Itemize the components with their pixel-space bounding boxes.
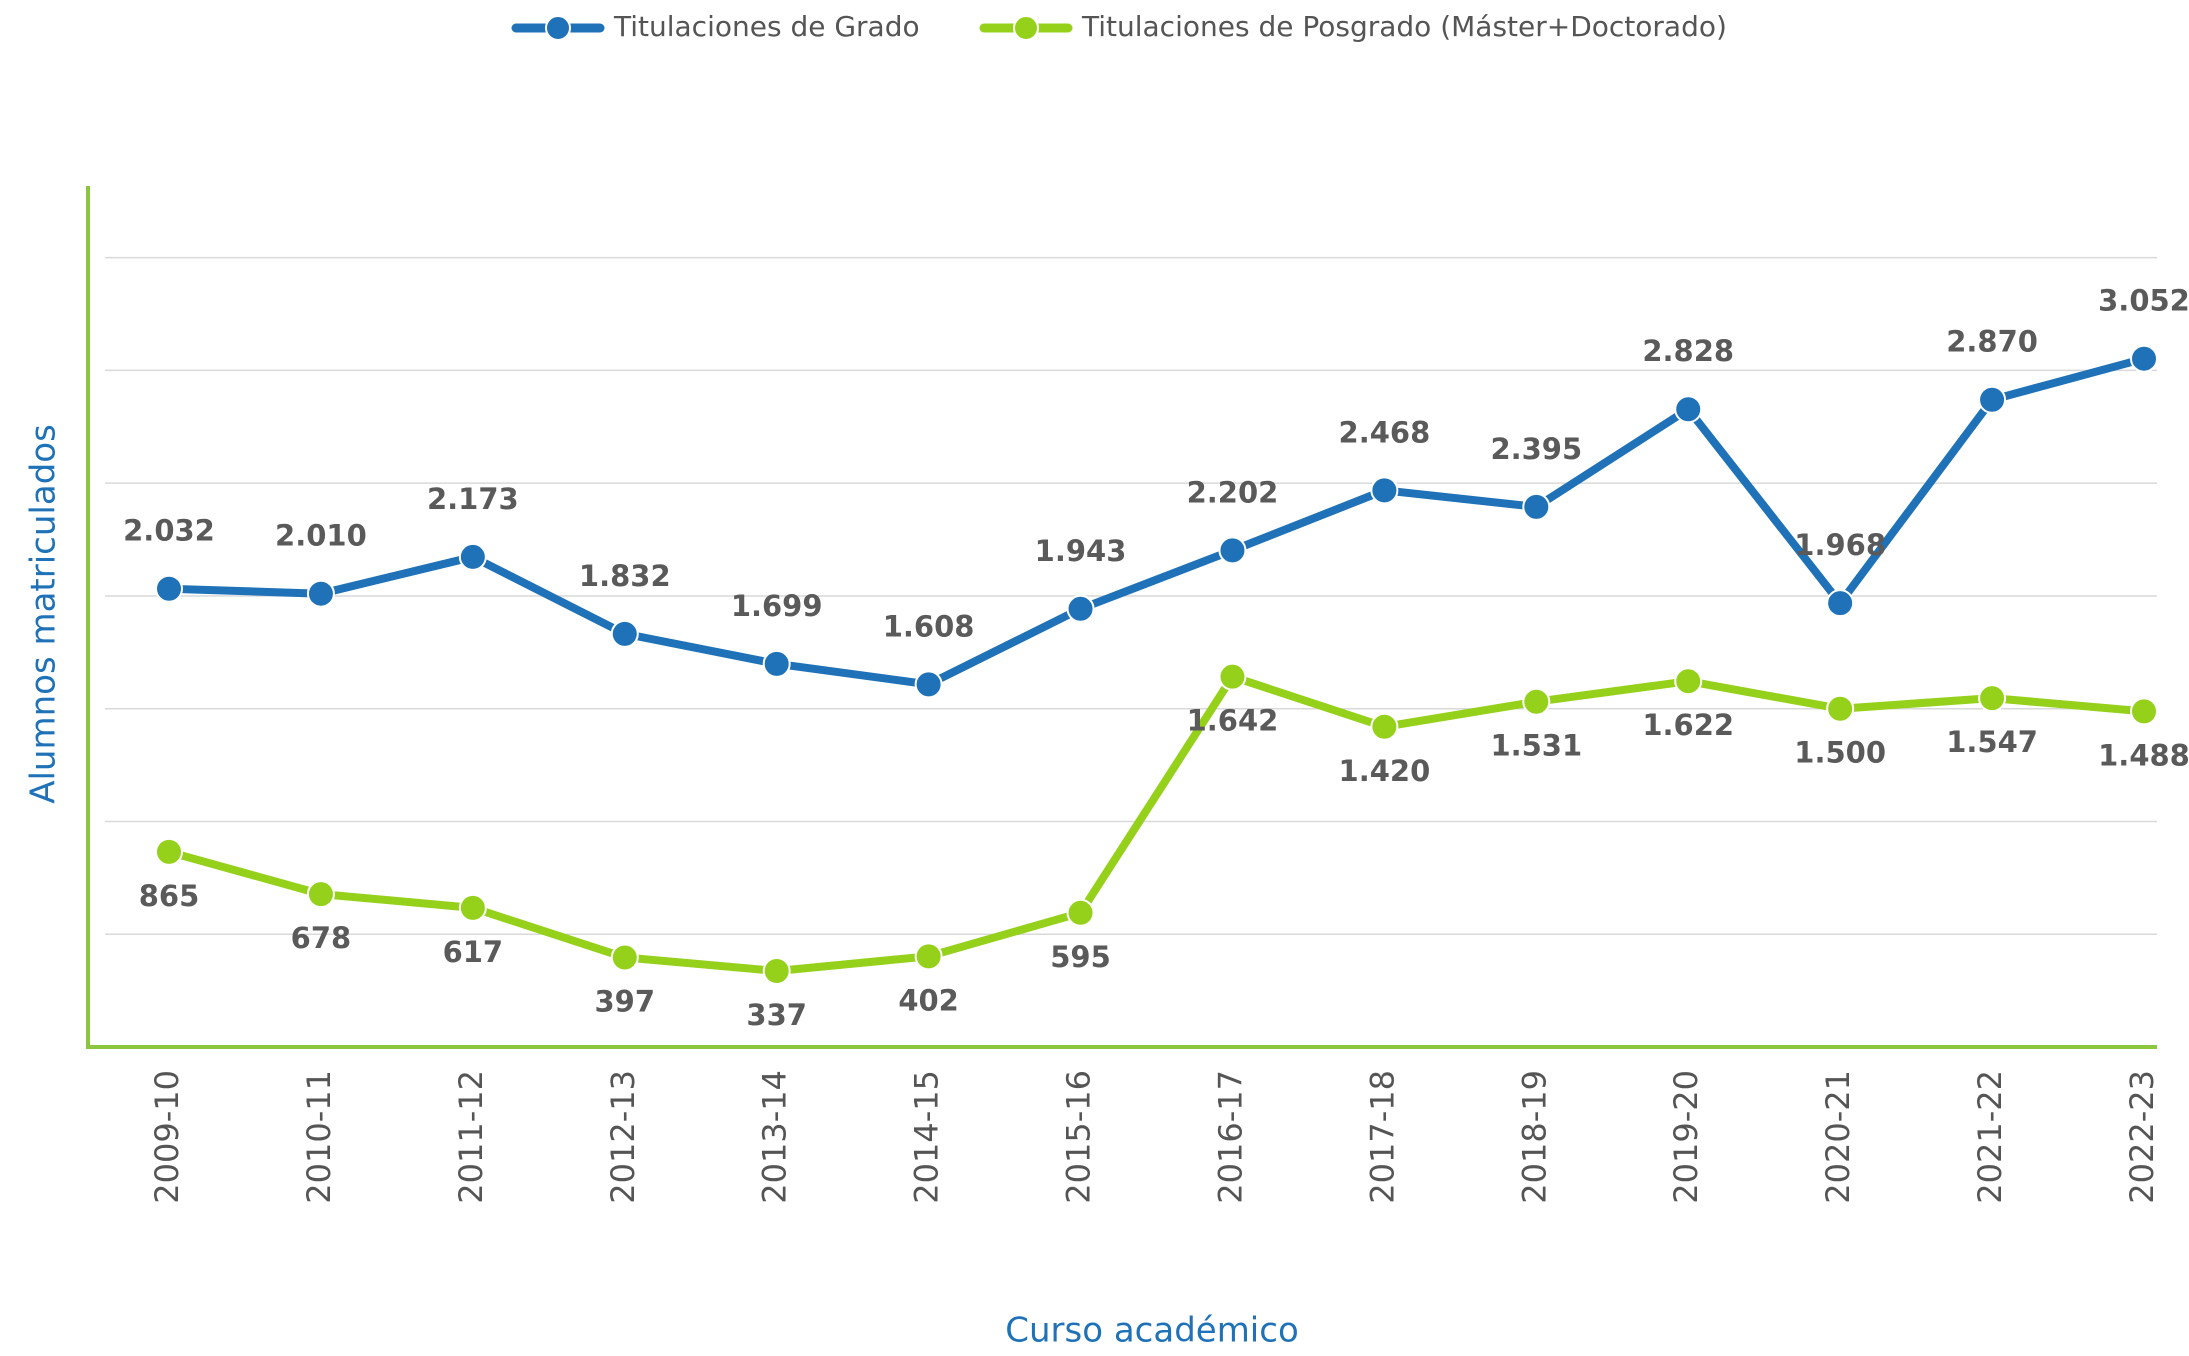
data-label: 1.622 bbox=[1642, 708, 1734, 742]
data-point bbox=[1370, 476, 1399, 505]
data-point bbox=[914, 942, 943, 971]
data-point bbox=[458, 542, 487, 571]
data-label: 678 bbox=[291, 921, 352, 955]
data-label: 2.173 bbox=[427, 482, 519, 516]
x-tick-label: 2010-11 bbox=[300, 1070, 338, 1204]
data-point bbox=[762, 956, 791, 985]
data-label: 2.468 bbox=[1339, 415, 1431, 449]
data-label: 337 bbox=[746, 998, 807, 1032]
data-point bbox=[1978, 684, 2007, 713]
data-point bbox=[1370, 712, 1399, 741]
data-label: 402 bbox=[898, 983, 959, 1017]
data-point bbox=[1978, 385, 2007, 414]
legend-label: Titulaciones de Grado bbox=[613, 10, 920, 43]
data-point bbox=[1826, 694, 1855, 723]
legend-marker bbox=[545, 15, 571, 41]
x-tick-label: 2022-23 bbox=[2123, 1070, 2161, 1204]
data-label: 595 bbox=[1050, 940, 1111, 974]
data-label: 1.943 bbox=[1035, 534, 1127, 568]
data-label: 2.828 bbox=[1642, 334, 1734, 368]
data-point bbox=[914, 670, 943, 699]
x-tick-label: 2020-21 bbox=[1819, 1070, 1857, 1204]
data-label: 865 bbox=[139, 879, 200, 913]
data-label: 2.395 bbox=[1490, 432, 1582, 466]
data-point bbox=[1066, 594, 1095, 623]
data-point bbox=[610, 619, 639, 648]
x-tick-label: 2019-20 bbox=[1667, 1070, 1705, 1204]
data-label: 1.488 bbox=[2098, 738, 2189, 772]
data-point bbox=[1674, 395, 1703, 424]
x-axis-title: Curso académico bbox=[1005, 1311, 1299, 1351]
data-point bbox=[155, 574, 183, 603]
data-point bbox=[1826, 589, 1855, 618]
x-tick-label: 2015-16 bbox=[1060, 1070, 1098, 1204]
data-label: 1.832 bbox=[579, 559, 671, 593]
x-tick-label: 2017-18 bbox=[1363, 1070, 1401, 1204]
data-point bbox=[306, 579, 335, 608]
x-tick-label: 2016-17 bbox=[1211, 1070, 1249, 1204]
x-tick-label: 2018-19 bbox=[1515, 1070, 1553, 1204]
data-point bbox=[1522, 492, 1551, 521]
data-point bbox=[155, 837, 183, 866]
data-point bbox=[2130, 697, 2158, 726]
data-label: 1.608 bbox=[883, 609, 975, 643]
x-tick-label: 2014-15 bbox=[908, 1070, 946, 1204]
data-label: 617 bbox=[443, 935, 504, 969]
data-point bbox=[610, 943, 639, 972]
data-label: 1.699 bbox=[731, 589, 823, 623]
series-line bbox=[167, 672, 2145, 975]
x-tick-label: 2013-14 bbox=[756, 1070, 794, 1204]
data-label: 3.052 bbox=[2098, 284, 2189, 318]
data-point bbox=[458, 893, 487, 922]
data-label: 2.032 bbox=[123, 514, 215, 548]
data-point bbox=[1674, 667, 1703, 696]
data-point bbox=[306, 880, 335, 909]
data-label: 1.531 bbox=[1490, 729, 1582, 763]
data-label: 1.420 bbox=[1339, 754, 1431, 788]
data-point bbox=[1522, 687, 1551, 716]
legend-label: Titulaciones de Posgrado (Máster+Doctora… bbox=[1081, 10, 1727, 43]
data-point bbox=[2130, 344, 2158, 373]
data-label: 2.010 bbox=[275, 519, 367, 553]
x-tick-label: 2009-10 bbox=[148, 1070, 186, 1204]
data-label: 1.968 bbox=[1794, 528, 1886, 562]
data-label: 1.642 bbox=[1187, 704, 1279, 738]
y-axis-title: Alumnos matriculados bbox=[24, 424, 64, 804]
x-tick-label: 2011-12 bbox=[452, 1070, 490, 1204]
data-label: 397 bbox=[594, 984, 655, 1018]
data-label: 2.202 bbox=[1187, 475, 1279, 509]
data-point bbox=[1218, 662, 1247, 691]
data-point bbox=[1218, 536, 1247, 565]
data-point bbox=[1066, 898, 1095, 927]
x-tick-label: 2012-13 bbox=[604, 1070, 642, 1204]
legend-marker bbox=[1013, 15, 1039, 41]
data-point bbox=[762, 649, 791, 678]
x-tick-label: 2021-22 bbox=[1971, 1070, 2009, 1204]
data-label: 1.500 bbox=[1794, 736, 1886, 770]
data-label: 1.547 bbox=[1946, 725, 2038, 759]
data-label: 2.870 bbox=[1946, 325, 2038, 359]
series-line bbox=[168, 354, 2146, 689]
